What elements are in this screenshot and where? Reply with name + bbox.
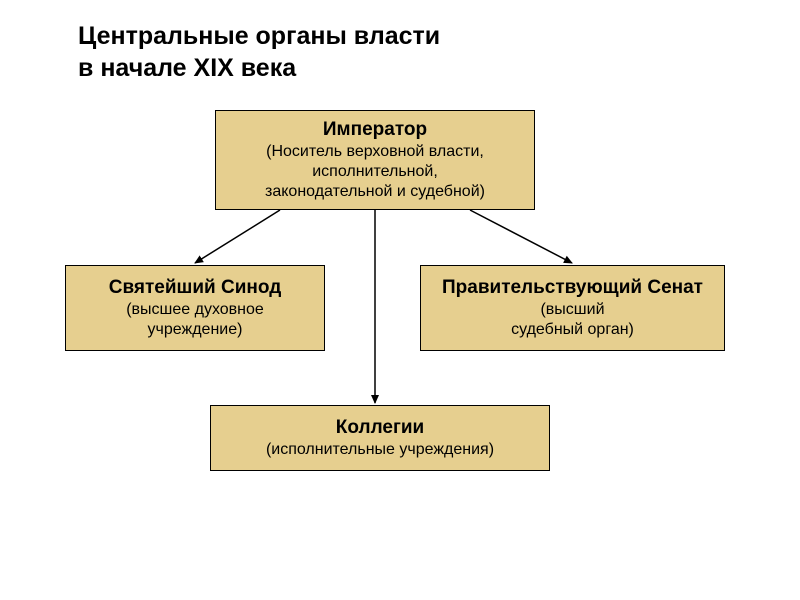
node-title: Правительствующий Сенат <box>442 276 703 300</box>
node-subtitle-line: судебный орган) <box>511 320 634 340</box>
edge-arrow <box>470 210 572 263</box>
node-subtitle-line: исполнительной, <box>312 162 438 182</box>
node-emperor: Император(Носитель верховной власти,испо… <box>215 110 535 210</box>
page-title-line-2: в начале XIX века <box>78 54 296 83</box>
node-title: Император <box>323 118 427 142</box>
node-senate: Правительствующий Сенат(высшийсудебный о… <box>420 265 725 351</box>
node-colleges: Коллегии(исполнительные учреждения) <box>210 405 550 471</box>
node-subtitle-line: законодательной и судебной) <box>265 182 485 202</box>
node-title: Святейший Синод <box>109 276 282 300</box>
page-title-line-1: Центральные органы власти <box>78 22 440 51</box>
node-subtitle-line: (исполнительные учреждения) <box>266 440 494 460</box>
edge-arrow <box>195 210 280 263</box>
node-synod: Святейший Синод(высшее духовноеучреждени… <box>65 265 325 351</box>
node-title: Коллегии <box>336 416 424 440</box>
node-subtitle-line: учреждение) <box>148 320 243 340</box>
node-subtitle-line: (Носитель верховной власти, <box>266 142 484 162</box>
diagram-stage: Центральные органы власти в начале XIX в… <box>0 0 800 600</box>
node-subtitle-line: (высшее духовное <box>126 300 264 320</box>
node-subtitle-line: (высший <box>540 300 604 320</box>
